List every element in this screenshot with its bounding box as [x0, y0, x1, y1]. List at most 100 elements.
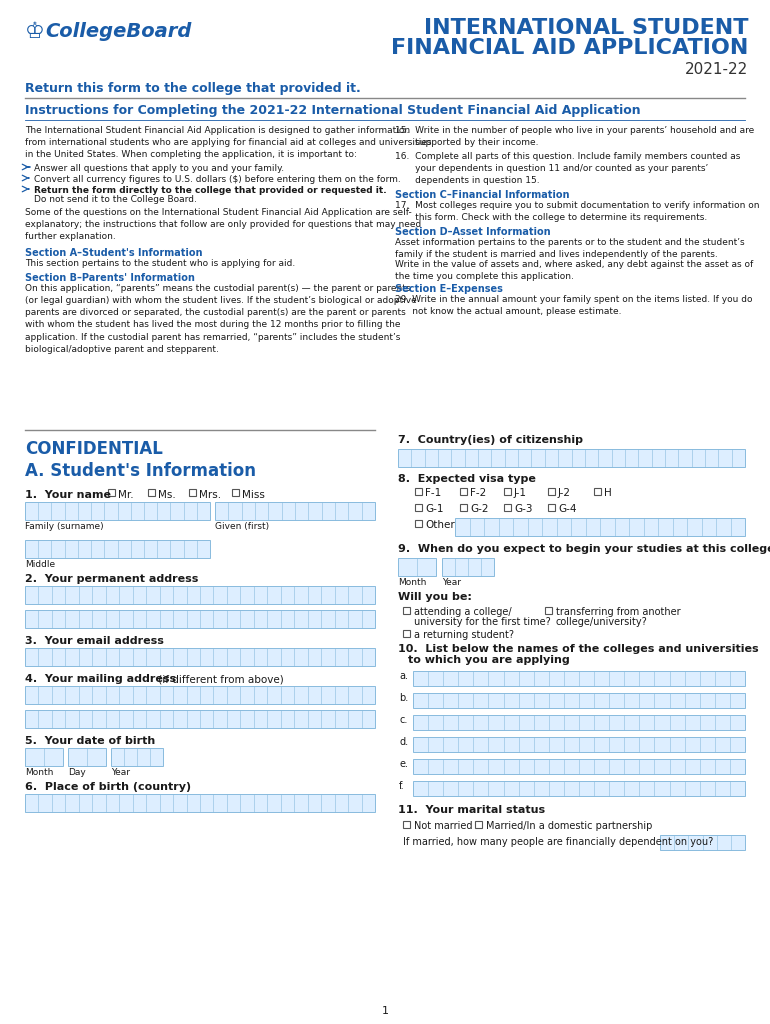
- Text: Instructions for Completing the 2021-22 International Student Financial Aid Appl: Instructions for Completing the 2021-22 …: [25, 104, 641, 117]
- Text: Day: Day: [68, 768, 85, 777]
- Bar: [148, 489, 155, 496]
- Text: A. Student's Information: A. Student's Information: [25, 462, 256, 480]
- Bar: [398, 558, 436, 575]
- Bar: [455, 518, 745, 536]
- Bar: [660, 835, 745, 850]
- Bar: [25, 748, 63, 766]
- Text: 5.  Your date of birth: 5. Your date of birth: [25, 736, 156, 746]
- Text: university for the first time?: university for the first time?: [414, 617, 551, 627]
- Bar: [413, 759, 745, 774]
- Bar: [413, 693, 745, 708]
- Text: Convert all currency figures to U.S. dollars ($) before entering them on the for: Convert all currency figures to U.S. dol…: [34, 175, 400, 184]
- Text: 1.  Your name: 1. Your name: [25, 490, 111, 500]
- Bar: [415, 520, 422, 527]
- Bar: [25, 540, 210, 558]
- Text: G-2: G-2: [470, 504, 488, 514]
- Bar: [413, 715, 745, 730]
- Bar: [460, 504, 467, 511]
- Text: 16.  Complete all parts of this question. Include family members counted as
    : 16. Complete all parts of this question.…: [395, 152, 741, 185]
- Text: Year: Year: [442, 578, 461, 587]
- Text: Section D–Asset Information: Section D–Asset Information: [395, 227, 551, 237]
- Bar: [189, 489, 196, 496]
- Text: F-1: F-1: [425, 488, 441, 498]
- Text: 9.  When do you expect to begin your studies at this college/university?: 9. When do you expect to begin your stud…: [398, 544, 770, 554]
- Text: Return this form to the college that provided it.: Return this form to the college that pro…: [25, 82, 361, 95]
- Text: 8.  Expected visa type: 8. Expected visa type: [398, 474, 536, 484]
- Bar: [232, 489, 239, 496]
- Text: Section E–Expenses: Section E–Expenses: [395, 284, 503, 294]
- Bar: [460, 488, 467, 495]
- Text: 17.  Most colleges require you to submit documentation to verify information on
: 17. Most colleges require you to submit …: [395, 201, 759, 222]
- Text: Middle: Middle: [25, 560, 55, 569]
- Text: H: H: [604, 488, 611, 498]
- Bar: [504, 504, 511, 511]
- Text: J-1: J-1: [514, 488, 527, 498]
- Text: 29  Write in the annual amount your family spent on the items listed. If you do
: 29 Write in the annual amount your famil…: [395, 295, 752, 316]
- Text: (if different from above): (if different from above): [155, 674, 284, 684]
- Bar: [25, 502, 210, 520]
- Text: G-4: G-4: [558, 504, 577, 514]
- Text: Do not send it to the College Board.: Do not send it to the College Board.: [34, 195, 197, 204]
- Bar: [442, 558, 494, 575]
- Text: Month: Month: [25, 768, 53, 777]
- Text: This section pertains to the student who is applying for aid.: This section pertains to the student who…: [25, 259, 295, 268]
- Text: G-1: G-1: [425, 504, 444, 514]
- Text: Ms.: Ms.: [158, 490, 176, 500]
- Bar: [475, 821, 482, 828]
- Text: ♔: ♔: [25, 22, 45, 42]
- Text: 15.  Write in the number of people who live in your parents’ household and are
 : 15. Write in the number of people who li…: [395, 126, 755, 147]
- Bar: [25, 794, 375, 812]
- Text: transferring from another: transferring from another: [556, 607, 681, 617]
- Text: 10.  List below the names of the colleges and universities: 10. List below the names of the colleges…: [398, 644, 758, 654]
- Bar: [548, 488, 555, 495]
- Bar: [108, 489, 115, 496]
- Text: 2021-22: 2021-22: [685, 62, 748, 77]
- Bar: [111, 748, 163, 766]
- Text: Asset information pertains to the parents or to the student and the student’s
fa: Asset information pertains to the parent…: [395, 238, 745, 259]
- Text: The International Student Financial Aid Application is designed to gather inform: The International Student Financial Aid …: [25, 126, 431, 160]
- Bar: [403, 630, 410, 637]
- Bar: [504, 488, 511, 495]
- Text: c.: c.: [399, 715, 407, 725]
- Bar: [25, 686, 375, 705]
- Text: Other: Other: [425, 520, 455, 530]
- Bar: [25, 586, 375, 604]
- Bar: [415, 504, 422, 511]
- Text: Married/In a domestic partnership: Married/In a domestic partnership: [486, 821, 652, 831]
- Bar: [68, 748, 106, 766]
- Text: Month: Month: [398, 578, 427, 587]
- Bar: [415, 488, 422, 495]
- Text: G-3: G-3: [514, 504, 533, 514]
- Text: college/university?: college/university?: [556, 617, 648, 627]
- Text: f.: f.: [399, 781, 404, 791]
- Bar: [25, 710, 375, 728]
- Text: Mrs.: Mrs.: [199, 490, 221, 500]
- Text: Write in the value of assets and, where asked, any debt against the asset as of
: Write in the value of assets and, where …: [395, 260, 753, 282]
- Text: a.: a.: [399, 671, 408, 681]
- Text: Will you be:: Will you be:: [398, 592, 472, 602]
- Bar: [25, 610, 375, 628]
- Bar: [548, 504, 555, 511]
- Text: 4.  Your mailing address: 4. Your mailing address: [25, 674, 176, 684]
- Bar: [413, 671, 745, 686]
- Text: e.: e.: [399, 759, 408, 769]
- Bar: [413, 737, 745, 752]
- Text: 1: 1: [381, 1006, 389, 1016]
- Text: Return the form directly to the college that provided or requested it.: Return the form directly to the college …: [34, 186, 387, 195]
- Bar: [25, 648, 375, 666]
- Text: Section A–Student's Information: Section A–Student's Information: [25, 248, 203, 258]
- Text: to which you are applying: to which you are applying: [408, 655, 570, 665]
- Text: INTERNATIONAL STUDENT: INTERNATIONAL STUDENT: [424, 18, 748, 38]
- Text: Mr.: Mr.: [118, 490, 134, 500]
- Text: 7.  Country(ies) of citizenship: 7. Country(ies) of citizenship: [398, 435, 583, 445]
- Text: d.: d.: [399, 737, 408, 746]
- Bar: [594, 488, 601, 495]
- Text: F-2: F-2: [470, 488, 486, 498]
- Text: CONFIDENTIAL: CONFIDENTIAL: [25, 440, 163, 458]
- Text: If married, how many people are financially dependent on you?: If married, how many people are financia…: [403, 837, 713, 847]
- Text: Answer all questions that apply to you and your family.: Answer all questions that apply to you a…: [34, 164, 284, 173]
- Text: 2.  Your permanent address: 2. Your permanent address: [25, 574, 199, 584]
- Text: Given (first): Given (first): [215, 522, 270, 531]
- Text: Section B–Parents' Information: Section B–Parents' Information: [25, 273, 195, 283]
- Text: Miss: Miss: [242, 490, 265, 500]
